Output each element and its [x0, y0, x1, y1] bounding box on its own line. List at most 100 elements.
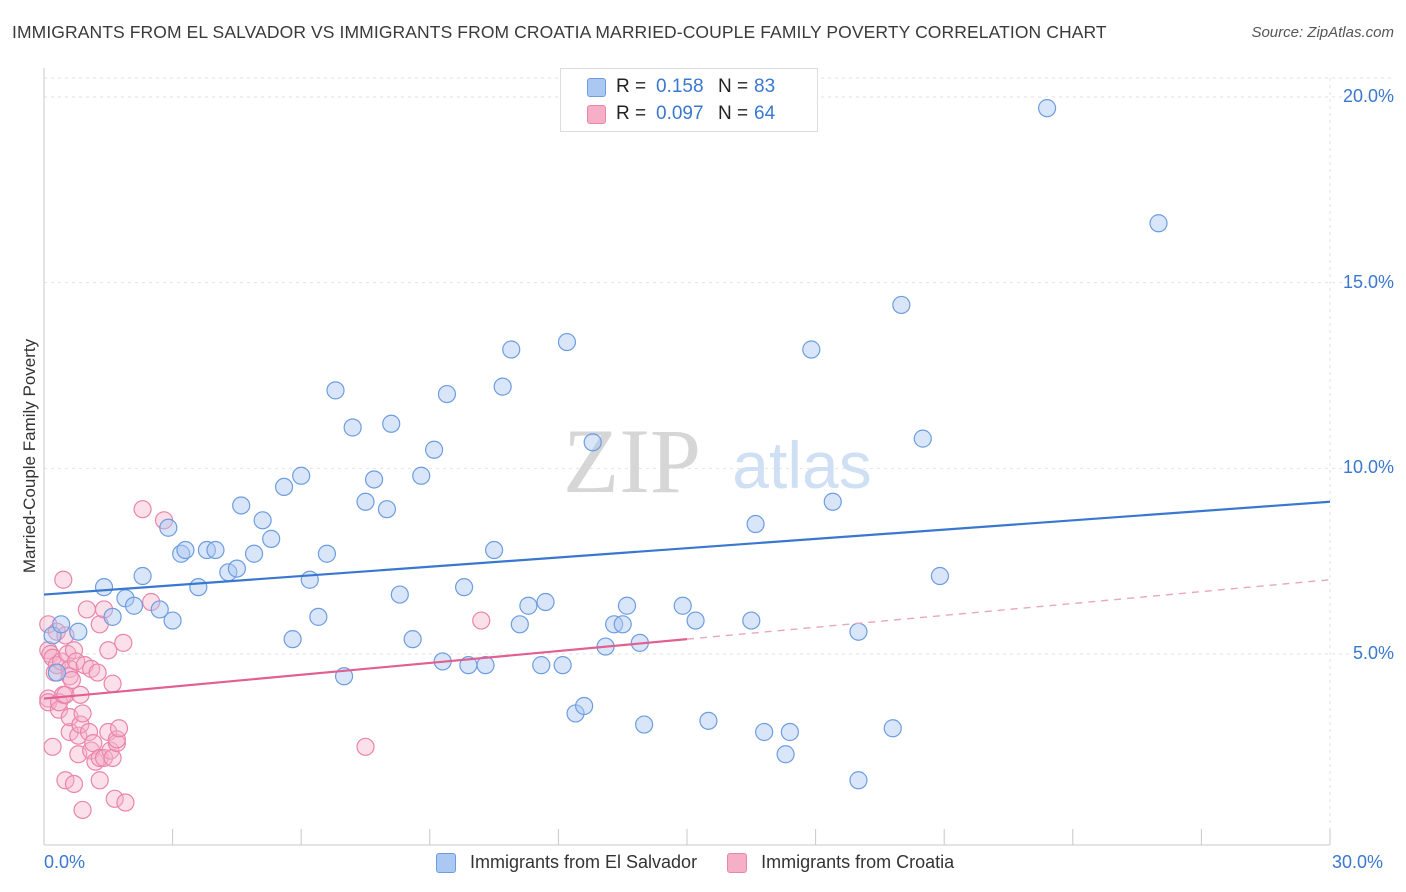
point-croatia	[79, 722, 99, 742]
series-legend: Immigrants from El Salvador Immigrants f…	[436, 852, 984, 873]
point-croatia	[103, 748, 122, 768]
point-el-salvador	[1037, 99, 1057, 118]
point-el-salvador	[309, 607, 328, 626]
point-croatia	[99, 641, 118, 660]
legend-n-label: N =	[718, 76, 749, 97]
y-tick-label: 20.0%	[1342, 86, 1394, 106]
point-el-salvador	[317, 544, 337, 563]
series-swatch-pink	[727, 852, 748, 873]
point-el-salvador	[283, 630, 302, 649]
point-croatia	[77, 600, 96, 619]
point-el-salvador	[292, 466, 311, 485]
point-el-salvador	[780, 722, 799, 742]
trend-line-croatia-extrapolated	[686, 579, 1331, 640]
legend-n-label: N =	[718, 103, 749, 124]
point-el-salvador	[403, 630, 422, 649]
point-croatia	[62, 670, 81, 690]
legend-row-el-salvador: R = 0.158 N = 83	[587, 75, 775, 99]
point-el-salvador	[583, 433, 602, 452]
point-el-salvador	[437, 384, 457, 404]
point-el-salvador	[617, 596, 637, 615]
point-el-salvador	[253, 511, 272, 530]
point-croatia	[54, 570, 73, 589]
series-name: Immigrants from Croatia	[761, 852, 955, 872]
point-el-salvador	[575, 696, 594, 716]
y-tick-label: 10.0%	[1342, 457, 1394, 478]
point-croatia	[133, 500, 152, 519]
point-el-salvador	[485, 540, 504, 560]
point-el-salvador	[476, 656, 495, 675]
watermark-atlas: atlas	[732, 428, 871, 502]
point-croatia	[90, 771, 109, 790]
legend-n-value: 83	[754, 76, 776, 97]
point-el-salvador	[755, 722, 774, 742]
point-el-salvador	[133, 566, 152, 586]
point-el-salvador	[274, 477, 294, 496]
point-croatia	[64, 774, 84, 794]
legend-r-label: R =	[616, 76, 647, 97]
point-croatia	[107, 730, 126, 749]
series-legend-croatia: Immigrants from Croatia	[727, 852, 954, 873]
point-croatia	[69, 726, 88, 745]
point-croatia	[103, 674, 122, 693]
point-croatia	[73, 704, 92, 723]
point-el-salvador	[930, 566, 950, 586]
correlation-legend: R = 0.158 N = 83 R = 0.097 N = 64	[560, 68, 818, 132]
point-el-salvador	[356, 492, 375, 511]
axes	[43, 68, 1331, 846]
point-el-salvador	[883, 719, 902, 738]
legend-r-value: 0.097	[656, 103, 704, 124]
point-el-salvador	[557, 332, 577, 352]
watermark: ZIP atlas	[563, 410, 872, 512]
legend-row-croatia: R = 0.097 N = 64	[587, 102, 775, 126]
point-el-salvador	[454, 578, 474, 597]
point-el-salvador	[206, 540, 225, 560]
gridlines	[44, 77, 1394, 845]
point-el-salvador	[699, 711, 718, 730]
point-el-salvador	[124, 596, 144, 615]
legend-swatch-pink	[587, 104, 606, 124]
y-tick-label: 5.0%	[1352, 643, 1394, 663]
point-el-salvador	[613, 615, 632, 634]
point-croatia	[356, 737, 375, 756]
point-el-salvador	[382, 414, 401, 433]
point-el-salvador	[746, 514, 765, 534]
point-el-salvador	[686, 611, 705, 630]
point-el-salvador	[227, 559, 246, 578]
series-swatch-blue	[436, 852, 456, 873]
point-el-salvador	[635, 715, 654, 734]
series-legend-el-salvador: Immigrants from El Salvador	[436, 852, 697, 873]
point-el-salvador	[94, 578, 114, 597]
point-croatia	[116, 793, 135, 812]
point-el-salvador	[364, 470, 384, 489]
point-croatia	[90, 748, 109, 768]
point-el-salvador	[532, 656, 551, 675]
point-el-salvador	[913, 429, 932, 448]
legend-swatch-blue	[587, 77, 606, 97]
point-croatia	[472, 611, 491, 630]
point-el-salvador	[163, 611, 182, 630]
legend-r-value: 0.158	[656, 76, 704, 97]
point-croatia	[105, 789, 124, 808]
point-el-salvador	[176, 540, 195, 560]
point-croatia	[114, 633, 133, 652]
point-el-salvador	[47, 663, 66, 682]
point-el-salvador	[673, 596, 692, 615]
legend-n-value: 64	[754, 103, 776, 124]
point-el-salvador	[849, 622, 868, 641]
series-name: Immigrants from El Salvador	[470, 852, 698, 872]
point-el-salvador	[849, 771, 868, 790]
point-el-salvador	[412, 466, 431, 485]
watermark-zip: ZIP	[563, 410, 701, 512]
point-el-salvador	[776, 745, 795, 764]
point-el-salvador	[823, 492, 842, 511]
point-el-salvador	[377, 500, 397, 519]
source-label: Source: ZipAtlas.com	[1251, 24, 1394, 41]
point-el-salvador	[536, 592, 555, 612]
point-croatia	[43, 737, 62, 756]
point-el-salvador	[519, 596, 538, 615]
trend-line-el-salvador	[43, 500, 1331, 596]
point-el-salvador	[103, 607, 122, 626]
point-el-salvador	[244, 544, 264, 563]
